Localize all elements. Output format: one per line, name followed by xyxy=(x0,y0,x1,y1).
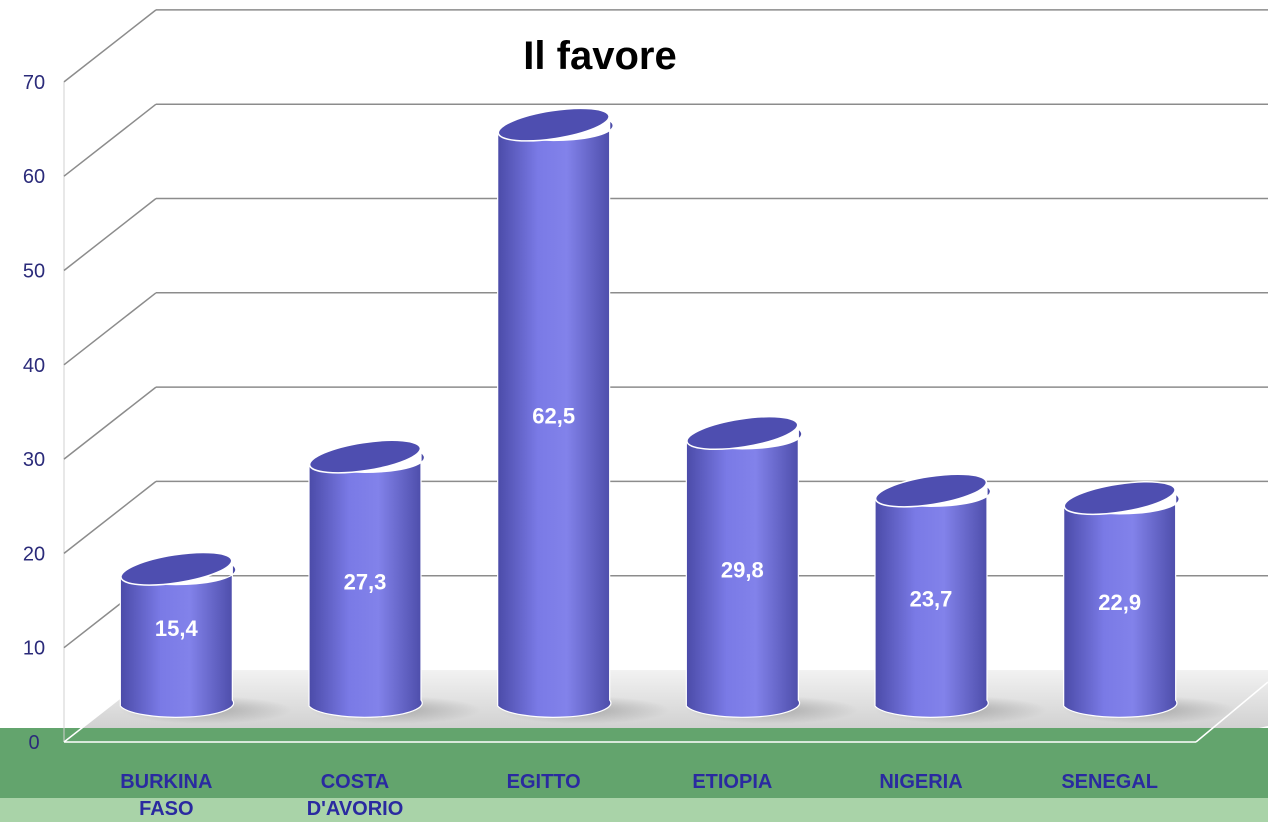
gridline-depth xyxy=(63,9,157,83)
y-tick-label: 40 xyxy=(23,355,45,377)
bar-top xyxy=(497,107,610,142)
bar-top xyxy=(308,439,422,474)
y-axis: 0 10 20 30 40 50 60 70 xyxy=(23,72,45,754)
data-label: 62,5 xyxy=(532,403,575,428)
data-label: 15,4 xyxy=(155,616,199,641)
data-label: 22,9 xyxy=(1098,590,1141,615)
data-label: 27,3 xyxy=(344,569,387,594)
data-label: 23,7 xyxy=(910,586,953,611)
value-labels: 15,4 27,3 62,5 29,8 23,7 22,9 xyxy=(155,403,1141,641)
bar-top xyxy=(120,551,233,586)
x-tick-label: COSTA D'AVORIO xyxy=(307,771,404,820)
x-axis: BURKINA FASO COSTA D'AVORIO EGITTO ETIOPIA NIG… xyxy=(120,771,1158,820)
y-tick-label: 50 xyxy=(23,261,45,283)
data-label: 29,8 xyxy=(721,557,764,582)
bar-top xyxy=(686,415,799,451)
x-tick-label: ETIOPIA xyxy=(692,771,772,793)
y-tick-label: 10 xyxy=(23,638,45,660)
y-tick-label: 30 xyxy=(23,449,45,471)
bar xyxy=(497,107,670,724)
gridline-depth xyxy=(63,292,157,366)
chart-title: Il favore xyxy=(523,34,677,78)
bar xyxy=(685,415,859,724)
y-tick-label: 60 xyxy=(23,166,45,188)
bar-body xyxy=(119,563,237,718)
bar xyxy=(1063,481,1236,724)
bars xyxy=(119,107,1236,724)
gridline-depth xyxy=(63,103,157,177)
x-tick-label: EGITTO xyxy=(507,771,581,793)
y-tick-label: 70 xyxy=(23,72,45,94)
x-tick-label: SENEGAL xyxy=(1061,771,1158,793)
bar xyxy=(308,439,481,724)
bar-top xyxy=(874,473,988,508)
gridline-depth xyxy=(63,480,157,554)
floor-band-light xyxy=(0,798,1268,822)
y-tick-label: 0 xyxy=(28,732,39,754)
bar-top xyxy=(1063,481,1176,516)
x-tick-label: BURKINA FASO xyxy=(120,771,212,820)
x-tick-label: NIGERIA xyxy=(879,771,962,793)
bar xyxy=(119,551,293,724)
gridline-depth xyxy=(63,386,157,460)
y-tick-label: 20 xyxy=(23,543,45,565)
gridline-depth xyxy=(63,197,157,272)
floor-band xyxy=(0,728,1268,798)
bar xyxy=(874,473,1047,724)
